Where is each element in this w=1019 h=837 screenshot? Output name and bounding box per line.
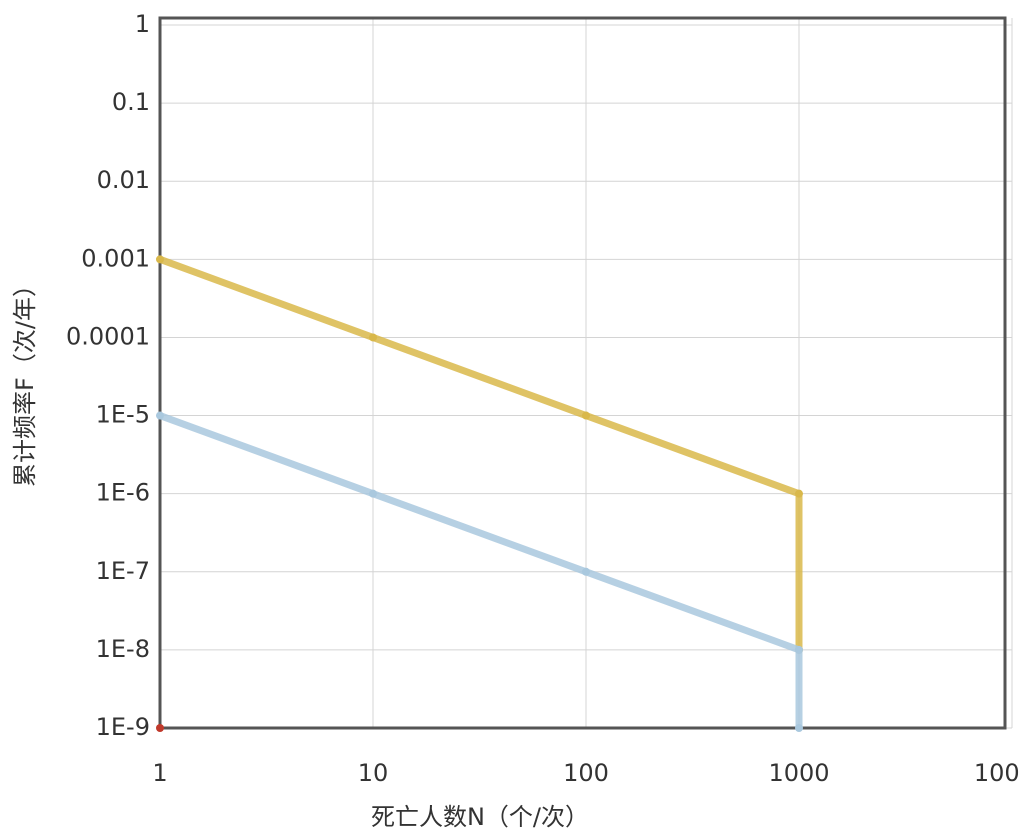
x-tick-label: 10000 (974, 759, 1019, 787)
data-point (369, 489, 377, 498)
y-tick-label: 0.0001 (66, 322, 150, 350)
data-point (156, 411, 164, 420)
y-tick-label: 1 (135, 10, 150, 38)
data-point (582, 567, 590, 576)
y-tick-label: 0.01 (97, 166, 150, 194)
x-axis-title: 死亡人数N（个/次） (371, 803, 589, 831)
y-axis-title: 累计频率F（次/年） (11, 273, 39, 487)
y-tick-label: 1E-5 (96, 401, 150, 429)
y-tick-label: 1E-8 (96, 635, 150, 663)
y-tick-label: 1E-6 (96, 479, 150, 507)
y-tick-label: 0.1 (112, 88, 150, 116)
data-point (795, 489, 803, 498)
y-tick-label: 1E-9 (96, 713, 150, 741)
x-tick-label: 1000 (768, 759, 829, 787)
x-tick-label: 10 (358, 759, 389, 787)
data-point (369, 333, 377, 342)
data-point (156, 724, 164, 732)
x-tick-label: 1 (152, 759, 167, 787)
plot-frame (158, 16, 1007, 730)
y-tick-label: 0.001 (81, 244, 150, 272)
series-line (158, 256, 803, 650)
data-point (582, 411, 590, 420)
data-point (156, 255, 164, 264)
data-point (795, 724, 803, 732)
y-tick-label: 1E-7 (96, 557, 150, 585)
x-tick-label: 100 (563, 759, 609, 787)
data-point (795, 645, 803, 654)
